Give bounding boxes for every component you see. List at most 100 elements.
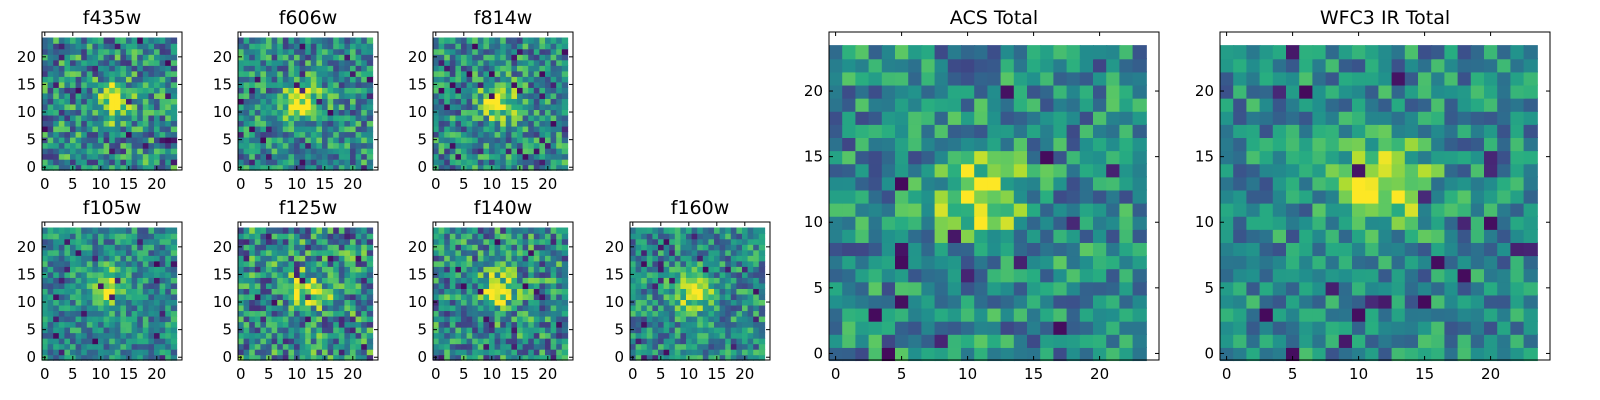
heatmap-cell — [310, 37, 318, 44]
heatmap-cell — [260, 125, 267, 133]
heatmap-cell — [137, 59, 144, 66]
heatmap-cell — [70, 114, 77, 122]
heatmap-cell — [249, 43, 256, 50]
heatmap-cell — [1119, 163, 1134, 178]
heatmap-cell — [433, 266, 440, 273]
heatmap-cell — [277, 109, 284, 116]
heatmap-cell — [355, 326, 362, 334]
heatmap-cell — [361, 255, 368, 262]
heatmap-cell — [58, 249, 66, 256]
heatmap-cell — [438, 109, 445, 116]
heatmap-cell — [70, 136, 77, 144]
heatmap-cell — [109, 343, 116, 350]
heatmap-cell — [53, 54, 60, 61]
heatmap-cell — [126, 125, 133, 133]
y-tick-label: 0 — [26, 348, 36, 366]
heatmap-cell — [310, 271, 318, 278]
heatmap-cell — [1470, 320, 1486, 335]
heatmap-cell — [277, 238, 284, 245]
heatmap-cell — [42, 114, 49, 122]
heatmap-cell — [494, 158, 501, 166]
heatmap-cell — [98, 227, 105, 234]
heatmap-cell — [70, 293, 77, 301]
y-tick-label: 20 — [804, 82, 823, 100]
heatmap-cell — [466, 315, 473, 323]
heatmap-cell — [327, 354, 334, 361]
heatmap-cell — [461, 260, 468, 267]
heatmap-cell — [736, 354, 743, 361]
heatmap-cell — [70, 147, 77, 155]
heatmap-cell — [333, 81, 340, 88]
heatmap-cell — [961, 346, 976, 362]
heatmap-cell — [120, 59, 127, 66]
heatmap-cell — [556, 332, 563, 339]
heatmap-cell — [533, 348, 541, 356]
heatmap-cell — [528, 48, 535, 55]
heatmap-cell — [114, 332, 122, 339]
heatmap-cell — [680, 315, 687, 323]
heatmap-cell — [517, 98, 524, 105]
heatmap-cell — [444, 54, 451, 61]
heatmap-cell — [120, 48, 127, 55]
heatmap-cell — [260, 249, 267, 256]
heatmap-cell — [934, 58, 949, 73]
heatmap-cell — [92, 70, 99, 77]
heatmap-cell — [98, 48, 105, 55]
heatmap-cell — [350, 70, 357, 77]
heatmap-cell — [131, 332, 138, 339]
heatmap-cell — [1079, 58, 1095, 73]
heatmap-cell — [86, 103, 94, 111]
heatmap-cell — [489, 260, 496, 267]
heatmap-cell — [344, 109, 351, 116]
heatmap-cell — [350, 293, 357, 301]
heatmap-cell — [1000, 45, 1015, 60]
heatmap-cell — [522, 332, 529, 339]
heatmap-cell — [327, 238, 334, 245]
heatmap-cell — [338, 266, 346, 273]
y-tick-label: 20 — [17, 48, 36, 66]
heatmap-cell — [686, 326, 693, 334]
heatmap-cell — [142, 332, 150, 339]
heatmap-cell — [42, 233, 49, 240]
heatmap-cell — [974, 281, 989, 296]
heatmap-cell — [1457, 333, 1472, 348]
heatmap-cell — [641, 337, 648, 345]
heatmap-cell — [114, 288, 122, 295]
heatmap-cell — [1132, 150, 1147, 165]
heatmap-cell — [142, 153, 150, 160]
heatmap-cell — [238, 37, 245, 44]
heatmap-cell — [908, 228, 923, 243]
heatmap-cell — [691, 277, 698, 284]
heatmap-cell — [702, 299, 710, 306]
heatmap-cell — [895, 84, 910, 99]
heatmap-cell — [70, 271, 77, 278]
heatmap-cell — [477, 266, 485, 273]
heatmap-cell — [109, 337, 116, 345]
heatmap-cell — [500, 227, 507, 234]
heatmap-cell — [961, 189, 976, 204]
heatmap-cell — [1013, 255, 1029, 270]
heatmap-cell — [361, 304, 368, 312]
heatmap-cell — [148, 109, 155, 116]
heatmap-cell — [322, 136, 329, 144]
heatmap-cell — [466, 310, 473, 317]
heatmap-cell — [1272, 320, 1288, 335]
heatmap-cell — [47, 103, 54, 111]
heatmap-cell — [243, 136, 250, 144]
heatmap-cell — [747, 310, 754, 317]
heatmap-cell — [561, 147, 569, 155]
heatmap-cell — [120, 304, 127, 312]
heatmap-cell — [545, 153, 552, 160]
heatmap-cell — [47, 131, 54, 138]
heatmap-cell — [75, 136, 82, 144]
heatmap-cell — [81, 98, 88, 105]
heatmap-cell — [266, 70, 273, 77]
heatmap-cell — [238, 87, 245, 94]
heatmap-cell — [103, 43, 110, 50]
heatmap-cell — [455, 238, 462, 245]
heatmap-cell — [1027, 136, 1042, 152]
heatmap-cell — [350, 136, 357, 144]
heatmap-cell — [98, 54, 105, 61]
heatmap-cell — [747, 282, 754, 289]
